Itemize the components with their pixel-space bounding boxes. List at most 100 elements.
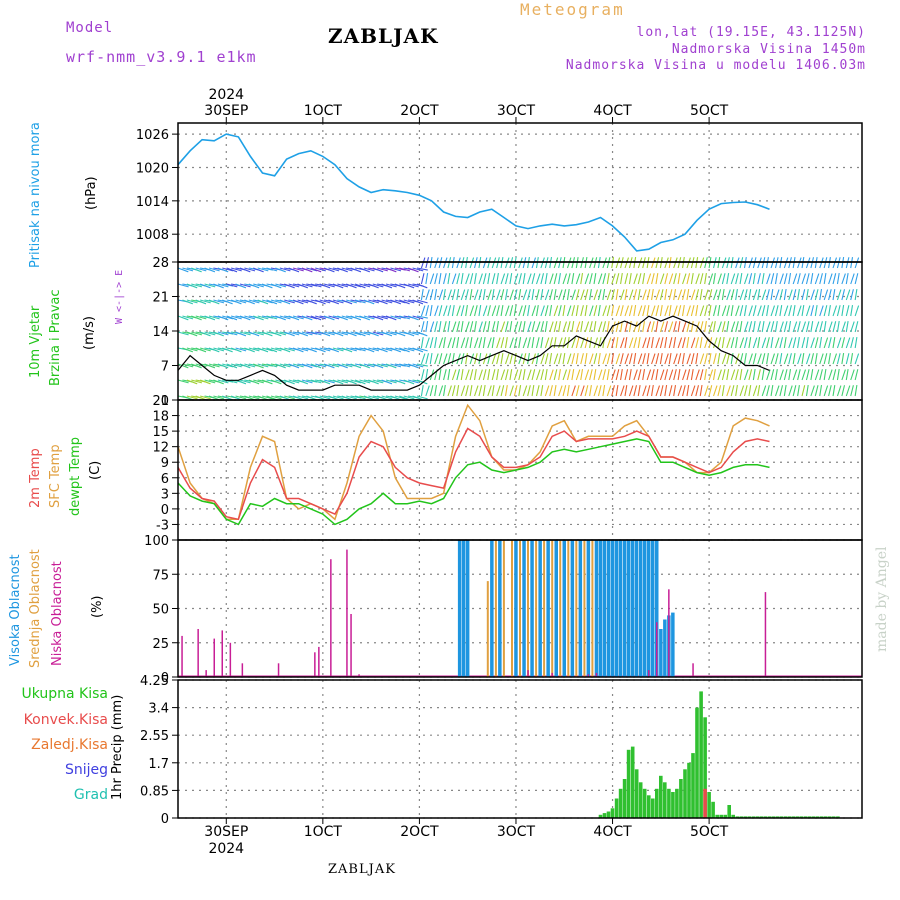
total-precip-bar — [832, 816, 836, 818]
total-precip-bar — [751, 816, 756, 818]
wind-barb — [195, 315, 207, 320]
wind-barb — [465, 337, 469, 349]
wind-barb — [195, 395, 207, 401]
total-precip-bar — [622, 779, 627, 818]
wind-barb — [730, 321, 736, 333]
wind-barb — [628, 369, 632, 381]
wind-barb — [704, 369, 707, 381]
wind-barb — [774, 353, 779, 365]
wind-barb — [199, 347, 211, 352]
wind-barb — [363, 395, 375, 401]
wind-barb — [836, 337, 842, 349]
wind-barb — [323, 379, 335, 384]
wind-barb — [642, 337, 647, 349]
wind-barb — [354, 283, 366, 289]
wind-barb — [659, 353, 663, 365]
wind-barb — [584, 321, 590, 333]
wind-barb — [368, 299, 380, 304]
wind-barb — [253, 267, 264, 273]
wind-barb — [230, 315, 242, 320]
wind-barb — [451, 369, 457, 381]
wind-barb — [177, 331, 189, 336]
high-cloud-bar — [643, 540, 647, 677]
total-precip-bar — [699, 691, 703, 818]
panel-backgrounds — [178, 123, 862, 819]
wind-barb — [823, 385, 829, 397]
wind-barb — [474, 337, 479, 349]
wind-barb — [491, 289, 495, 301]
wind-barb — [363, 267, 375, 272]
wind-barb — [504, 369, 509, 381]
wind-barb — [713, 385, 718, 397]
total-precip-bar — [803, 816, 808, 818]
wind-barb — [597, 337, 602, 349]
wind-barb — [275, 379, 287, 384]
wind-barb — [553, 257, 559, 269]
wind-barb — [191, 331, 203, 336]
wind-barb — [735, 289, 738, 301]
wind-barb — [828, 273, 833, 285]
wind-barb — [801, 337, 806, 349]
wind-barb — [779, 385, 784, 397]
wind-barb — [434, 337, 438, 349]
wind-barb — [323, 363, 335, 369]
precip-legend-total: Ukupna Kisa — [21, 686, 108, 702]
wind-barb — [841, 353, 845, 365]
wind-barb — [682, 385, 686, 397]
mid-cloud-bar — [519, 540, 521, 677]
wind-barb — [828, 321, 833, 333]
wind-barb — [726, 321, 730, 333]
wind-barb — [571, 353, 576, 365]
total-precip-bar — [799, 816, 804, 818]
total-precip-bar — [683, 769, 687, 818]
total-precip-bar — [828, 816, 832, 818]
wind-barb — [482, 321, 487, 333]
wind-barb — [783, 321, 788, 333]
wind-barb — [394, 395, 406, 400]
wind-barb — [248, 395, 260, 400]
wind-barb — [195, 299, 207, 305]
ytick-label-temperature: 9 — [161, 456, 169, 471]
wind-barb — [434, 305, 439, 317]
wind-barb — [284, 347, 295, 352]
wind-barb — [239, 315, 251, 321]
wind-barb — [615, 305, 621, 317]
wind-barb — [456, 305, 461, 317]
wind-barb — [438, 369, 442, 381]
wind-barb — [248, 331, 260, 337]
wind-barb — [416, 347, 428, 352]
wind-barb — [478, 321, 483, 333]
wind-barb — [504, 321, 509, 333]
wind-barb — [562, 289, 567, 301]
bottom-time-label: 4OCT — [593, 824, 632, 840]
wind-barb — [385, 379, 397, 384]
wind-barb — [575, 289, 580, 301]
wind-barb — [487, 353, 491, 365]
wind-barb — [182, 347, 193, 353]
wind-barb — [735, 337, 738, 349]
wind-barb — [854, 273, 859, 285]
wind-barb — [354, 347, 366, 352]
wind-barb — [222, 299, 233, 305]
wind-barb — [562, 305, 566, 317]
wind-barb — [739, 369, 743, 381]
high-cloud-bar — [570, 540, 575, 677]
wind-barb — [668, 289, 673, 301]
wind-barb — [690, 289, 696, 301]
wind-barb — [354, 331, 366, 337]
panel-frame-precip — [177, 679, 863, 819]
wind-barb — [828, 353, 831, 365]
wind-barb — [482, 369, 487, 381]
wind-barb — [509, 273, 513, 285]
wind-barb — [624, 257, 630, 269]
wind-barb — [593, 273, 597, 285]
wind-barb — [664, 321, 669, 333]
wind-barb — [217, 331, 229, 336]
wind-barb — [217, 267, 229, 273]
wind-barb — [310, 283, 322, 288]
wind-barb — [836, 385, 842, 397]
wind-barb — [633, 305, 637, 317]
wind-barb — [620, 273, 623, 285]
wind-barb — [673, 289, 677, 301]
wind-barb — [213, 299, 225, 304]
